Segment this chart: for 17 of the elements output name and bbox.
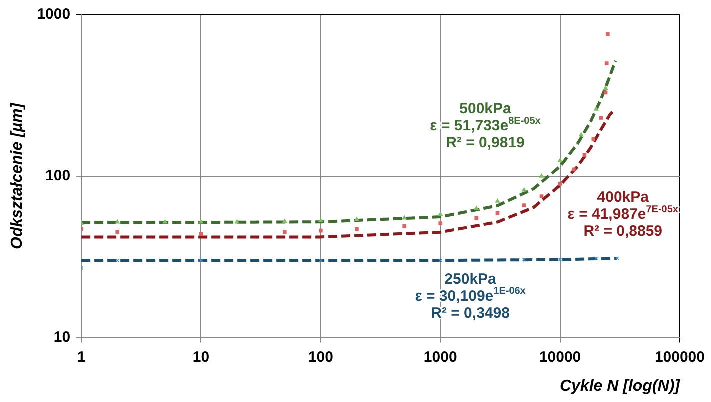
- y-tick-label: 1000: [37, 6, 71, 24]
- y-tick-label: 100: [46, 168, 71, 185]
- x-tick-label: 100000: [654, 348, 706, 366]
- y-tick-label: 10: [54, 328, 71, 346]
- x-tick-label: 10000: [539, 348, 582, 366]
- annotation: 400kPa: [597, 189, 650, 206]
- annotation: 500kPa: [460, 100, 512, 118]
- x-tick-label: 10: [192, 348, 210, 366]
- annotation: R² = 0,9819: [446, 134, 525, 152]
- annotation: R² = 0,3498: [431, 304, 510, 322]
- x-axis-title: Cykle N [log(N)]: [560, 378, 681, 395]
- annotation: 250kPa: [444, 270, 498, 288]
- x-tick-label: 100: [308, 348, 334, 366]
- annotation: R² = 0,8859: [584, 223, 663, 240]
- y-axis-title: Odkształcenie [µm]: [9, 102, 26, 250]
- x-tick-label: 1: [77, 348, 86, 366]
- x-tick-label: 1000: [424, 348, 458, 366]
